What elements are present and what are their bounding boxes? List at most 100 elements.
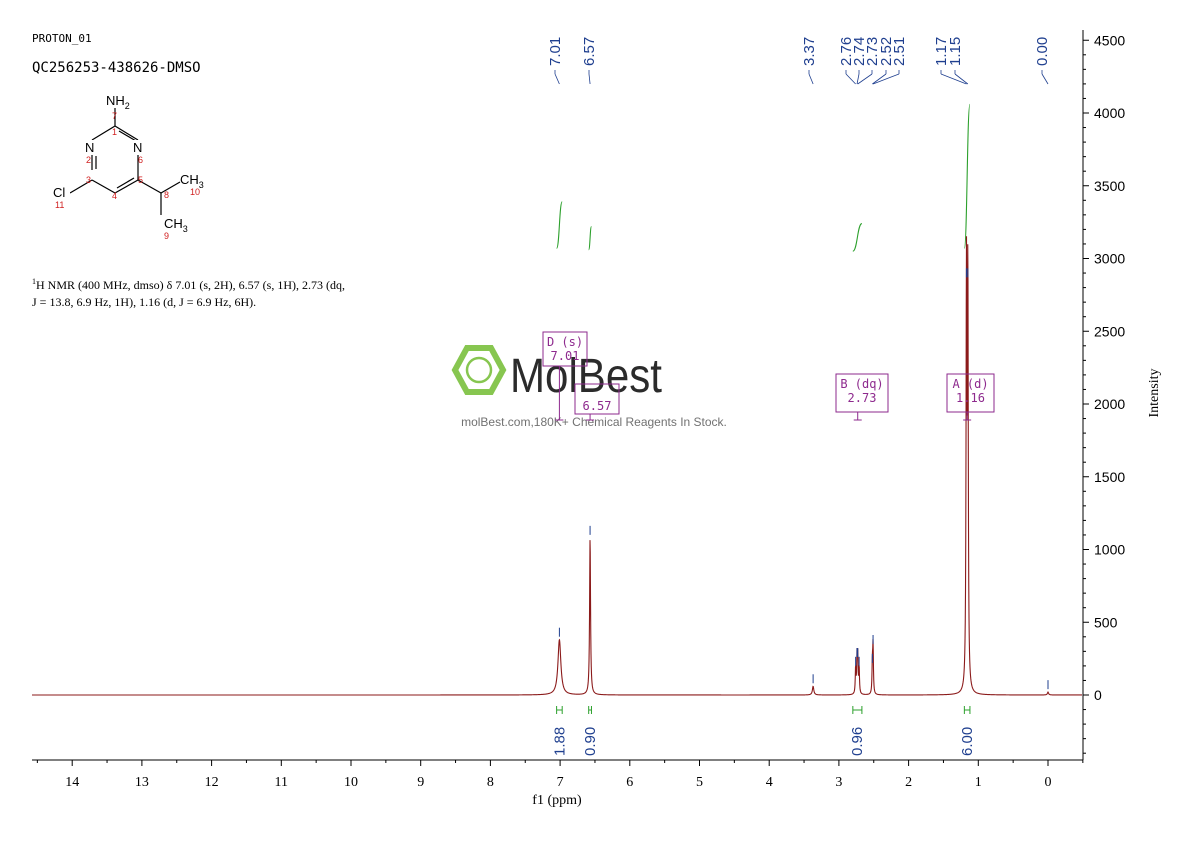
integral-curves	[556, 103, 971, 252]
atom-cl: Cl	[53, 185, 65, 200]
integral-value: 0.90	[582, 727, 599, 756]
peak-shift-label: 2.52	[878, 37, 895, 66]
x-tick-label: 10	[344, 775, 358, 790]
bond	[137, 179, 162, 194]
y-axis-label: Intensity	[1147, 369, 1162, 418]
integral-curve	[588, 225, 593, 251]
peak-labels: 7.01 6.57 3.37 2.762.742.732.522.51 1.171.15…	[547, 37, 1051, 85]
x-axis-label: f1 (ppm)	[532, 793, 582, 808]
peak-shift-label: 6.57	[581, 37, 598, 66]
peak-shift-label: 2.73	[864, 37, 881, 66]
y-tick-label: 0	[1094, 687, 1102, 703]
multiplet-box	[946, 373, 995, 413]
integral-value: 0.96	[849, 727, 866, 756]
peak-leader	[808, 73, 814, 85]
integral-curve	[556, 201, 563, 249]
x-tick-label: 1	[975, 775, 982, 790]
x-tick-label: 12	[205, 775, 219, 790]
axes: 14 13 12 11 10 9 8 7 6 5 4 3 2 1 0 0500100015002000250…	[32, 30, 1162, 808]
peak-shift-label: 2.74	[851, 37, 868, 66]
x-tick-label: 11	[275, 775, 288, 790]
x-tick-label: 13	[135, 775, 149, 790]
peak-shift-label: 1.17	[933, 37, 950, 66]
y-tick-label: 2500	[1094, 323, 1125, 339]
y-ticks: 0 500 1000 1500 2000 2500 3000 3500 4000 4500	[1083, 32, 1125, 754]
y-tick-label: 500	[1094, 614, 1118, 630]
peak-leader	[856, 73, 860, 85]
multiplet-box	[542, 331, 588, 367]
atom-number: 4	[112, 191, 117, 201]
y-tick-label: 1000	[1094, 542, 1125, 558]
peak-shift-label: 2.51	[891, 37, 908, 66]
bond	[69, 179, 93, 194]
bond	[114, 179, 139, 194]
peak-shift-label: 0.00	[1034, 37, 1051, 66]
multiplet-type: A (d)	[952, 377, 988, 391]
atom-number: 10	[190, 187, 200, 197]
peak-shift-label: 3.37	[801, 37, 818, 66]
multiplet-shift: 2.73	[848, 391, 877, 405]
peak-leader	[857, 73, 873, 85]
molecule-structure: NH2 N N Cl CH3 CH3 7 1 2 3 4 5 6 8 9 10 …	[52, 93, 204, 241]
x-tick-label: 8	[487, 775, 494, 790]
x-tick-label: 4	[766, 775, 773, 790]
y-tick-label: 3500	[1094, 178, 1125, 194]
nmr-description-line1: 1H NMR (400 MHz, dmso) δ 7.01 (s, 2H), 6…	[32, 277, 345, 292]
y-tick-label: 1500	[1094, 469, 1125, 485]
x-tick-label: 7	[557, 775, 564, 790]
atom-number: 6	[138, 155, 143, 165]
atom-number: 1	[112, 127, 117, 137]
x-tick-label: 5	[696, 775, 703, 790]
bond	[160, 181, 181, 194]
atom-number: 7	[112, 111, 117, 121]
molbest-watermark: MolBest molBest.com,180K+ Chemical Reage…	[451, 345, 727, 429]
peak-leader	[588, 73, 591, 85]
atom-number: 3	[86, 175, 91, 185]
atom-nh2: NH2	[106, 93, 130, 111]
x-tick-label: 9	[417, 775, 424, 790]
x-tick-label: 3	[835, 775, 842, 790]
atom-bg	[132, 140, 146, 155]
multiplet-box	[574, 383, 620, 415]
spectrum-trace	[32, 236, 1082, 696]
peak-leader	[872, 73, 900, 85]
bond	[91, 125, 116, 141]
sample-name: QC256253-438626-DMSO	[32, 60, 201, 76]
y-tick-label: 4000	[1094, 105, 1125, 121]
spectrum-layer	[32, 236, 1082, 696]
atom-number: 2	[86, 155, 91, 165]
atom-number: 5	[138, 175, 143, 185]
y-tick-label: 2000	[1094, 396, 1125, 412]
atom-number: 9	[164, 231, 169, 241]
atom-n-right: N	[133, 140, 142, 155]
x-tick-label: 14	[65, 775, 79, 790]
integral-value: 1.88	[551, 727, 568, 756]
watermark-brand: MolBest	[510, 350, 662, 403]
bond	[116, 177, 135, 189]
y-tick-label: 3000	[1094, 251, 1125, 267]
peak-leader	[845, 73, 856, 85]
integral-curve	[852, 223, 863, 252]
peak-leader	[554, 73, 560, 85]
multiplet-box	[835, 373, 889, 413]
x-tick-label: 0	[1045, 775, 1052, 790]
atom-ch3-bottom: CH3	[164, 216, 188, 234]
atom-number: 8	[164, 190, 169, 200]
peak-leader	[1041, 73, 1049, 85]
atom-ch3-top: CH3	[180, 172, 204, 190]
x-tick-label: 6	[626, 775, 633, 790]
peak-leader	[872, 73, 887, 85]
x-ticks: 14 13 12 11 10 9 8 7 6 5 4 3 2 1 0	[36, 760, 1084, 790]
experiment-name: PROTON_01	[32, 32, 92, 45]
peak-leader	[954, 73, 969, 85]
atom-number: 11	[55, 200, 64, 210]
multiplet-type: B (dq)	[840, 377, 883, 391]
watermark-tagline: molBest.com,180K+ Chemical Reagents In S…	[461, 415, 727, 429]
atom-n-left: N	[85, 140, 94, 155]
multiplet-type: D (s)	[547, 335, 583, 349]
peak-shift-label: 1.15	[947, 37, 964, 66]
peak-leader	[940, 73, 967, 85]
peak-shift-label: 2.76	[838, 37, 855, 66]
nmr-description-line2: J = 13.8, 6.9 Hz, 1H), 1.16 (d, J = 6.9 …	[32, 295, 256, 309]
